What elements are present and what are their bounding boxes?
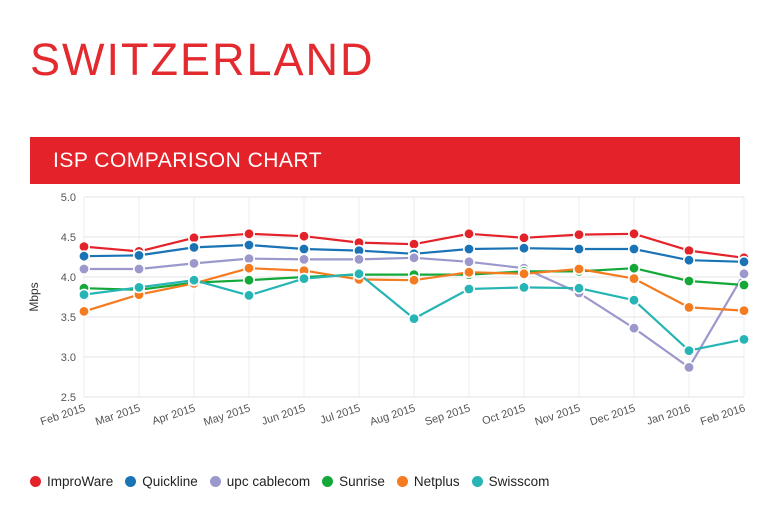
data-point-swisscom bbox=[297, 272, 310, 285]
data-point-upc-cablecom bbox=[297, 253, 310, 266]
y-tick-label: 5.0 bbox=[61, 192, 76, 204]
legend-swatch bbox=[209, 476, 221, 487]
data-point-swisscom bbox=[462, 282, 475, 295]
legend-item-sunrise: Sunrise bbox=[322, 474, 385, 489]
data-point-netplus bbox=[627, 272, 640, 285]
x-tick-label: Jul 2015 bbox=[319, 402, 362, 426]
data-point-netplus bbox=[407, 274, 420, 287]
y-tick-label: 3.5 bbox=[61, 312, 76, 324]
legend-swatch bbox=[471, 476, 483, 487]
legend-item-improware: ImproWare bbox=[30, 474, 113, 489]
x-tick-label: Apr 2015 bbox=[151, 402, 197, 427]
legend-item-upc-cablecom: upc cablecom bbox=[209, 474, 311, 489]
legend-swatch bbox=[322, 476, 334, 487]
data-point-sunrise bbox=[737, 278, 750, 291]
data-point-quickline bbox=[188, 241, 201, 254]
data-point-upc-cablecom bbox=[737, 267, 750, 280]
legend-label: upc cablecom bbox=[226, 474, 311, 489]
data-point-improware bbox=[462, 227, 475, 240]
data-point-sunrise bbox=[682, 274, 695, 287]
y-tick-label: 3.0 bbox=[61, 352, 76, 364]
data-point-netplus bbox=[78, 305, 91, 318]
data-point-quickline bbox=[243, 239, 256, 252]
data-point-quickline bbox=[297, 243, 310, 256]
data-point-improware bbox=[572, 228, 585, 241]
data-point-swisscom bbox=[737, 333, 750, 346]
data-point-upc-cablecom bbox=[407, 251, 420, 264]
data-point-improware bbox=[627, 227, 640, 240]
legend-item-swisscom: Swisscom bbox=[471, 474, 550, 489]
chart-legend: ImproWare Quickline upc cablecom Sunrise Net… bbox=[30, 474, 561, 489]
data-point-improware bbox=[517, 231, 530, 244]
data-point-swisscom bbox=[188, 274, 201, 287]
data-point-upc-cablecom bbox=[78, 262, 91, 275]
data-point-swisscom bbox=[407, 312, 420, 325]
data-point-upc-cablecom bbox=[352, 253, 365, 266]
x-tick-label: Nov 2015 bbox=[533, 402, 581, 428]
legend-label: Swisscom bbox=[488, 474, 550, 489]
legend-swatch bbox=[30, 476, 41, 487]
data-point-swisscom bbox=[517, 281, 530, 294]
y-axis-label: Mbps bbox=[27, 282, 41, 311]
y-tick-label: 2.5 bbox=[61, 392, 76, 404]
data-point-quickline bbox=[627, 243, 640, 256]
legend-label: Sunrise bbox=[339, 474, 385, 489]
data-point-upc-cablecom bbox=[627, 322, 640, 335]
x-tick-label: Sep 2015 bbox=[423, 402, 472, 428]
data-point-upc-cablecom bbox=[133, 262, 146, 275]
data-point-upc-cablecom bbox=[188, 257, 201, 270]
data-point-quickline bbox=[78, 250, 91, 263]
legend-label: Netplus bbox=[413, 474, 460, 489]
data-point-quickline bbox=[517, 242, 530, 255]
data-point-swisscom bbox=[682, 344, 695, 357]
data-point-swisscom bbox=[243, 289, 256, 302]
x-tick-label: Feb 2016 bbox=[699, 402, 747, 428]
x-tick-label: Feb 2015 bbox=[39, 402, 87, 428]
x-tick-label: Oct 2015 bbox=[481, 402, 527, 427]
data-point-netplus bbox=[462, 266, 475, 279]
data-point-netplus bbox=[737, 304, 750, 317]
data-point-improware bbox=[243, 227, 256, 240]
data-point-quickline bbox=[572, 243, 585, 256]
data-point-netplus bbox=[243, 262, 256, 275]
data-point-quickline bbox=[682, 254, 695, 267]
data-point-netplus bbox=[572, 262, 585, 275]
x-tick-label: Jun 2015 bbox=[260, 402, 307, 427]
y-tick-label: 4.0 bbox=[61, 272, 76, 284]
legend-label: Quickline bbox=[142, 474, 198, 489]
data-point-quickline bbox=[133, 249, 146, 262]
data-point-netplus bbox=[517, 267, 530, 280]
data-point-improware bbox=[297, 230, 310, 243]
data-point-swisscom bbox=[627, 294, 640, 307]
data-point-quickline bbox=[462, 243, 475, 256]
x-tick-label: Jan 2016 bbox=[645, 402, 692, 427]
data-point-sunrise bbox=[627, 262, 640, 275]
legend-swatch bbox=[125, 476, 137, 487]
chart-banner-title: ISP COMPARISON CHART bbox=[53, 149, 323, 172]
data-point-upc-cablecom bbox=[462, 255, 475, 268]
legend-item-netplus: Netplus bbox=[396, 474, 460, 489]
country-title: SWITZERLAND bbox=[30, 34, 375, 85]
x-tick-label: Dec 2015 bbox=[588, 402, 636, 428]
data-point-swisscom bbox=[572, 282, 585, 295]
data-point-netplus bbox=[682, 301, 695, 314]
chart-banner: ISP COMPARISON CHART bbox=[30, 137, 740, 184]
legend-swatch bbox=[396, 476, 408, 487]
data-point-quickline bbox=[737, 255, 750, 268]
x-tick-label: Aug 2015 bbox=[368, 402, 417, 428]
data-point-swisscom bbox=[133, 281, 146, 294]
legend-item-quickline: Quickline bbox=[125, 474, 198, 489]
x-tick-label: May 2015 bbox=[202, 402, 252, 428]
data-point-upc-cablecom bbox=[682, 361, 695, 374]
y-tick-label: 4.5 bbox=[61, 232, 76, 244]
data-point-sunrise bbox=[243, 274, 256, 287]
isp-line-chart: 2.5 3.0 3.5 4.0 4.5 5.0 Mbps Feb 2015 Mar 2015 Ap… bbox=[27, 192, 750, 429]
data-point-swisscom bbox=[78, 288, 91, 301]
data-point-swisscom bbox=[352, 267, 365, 280]
x-tick-label: Mar 2015 bbox=[94, 402, 142, 428]
legend-label: ImproWare bbox=[47, 474, 114, 489]
